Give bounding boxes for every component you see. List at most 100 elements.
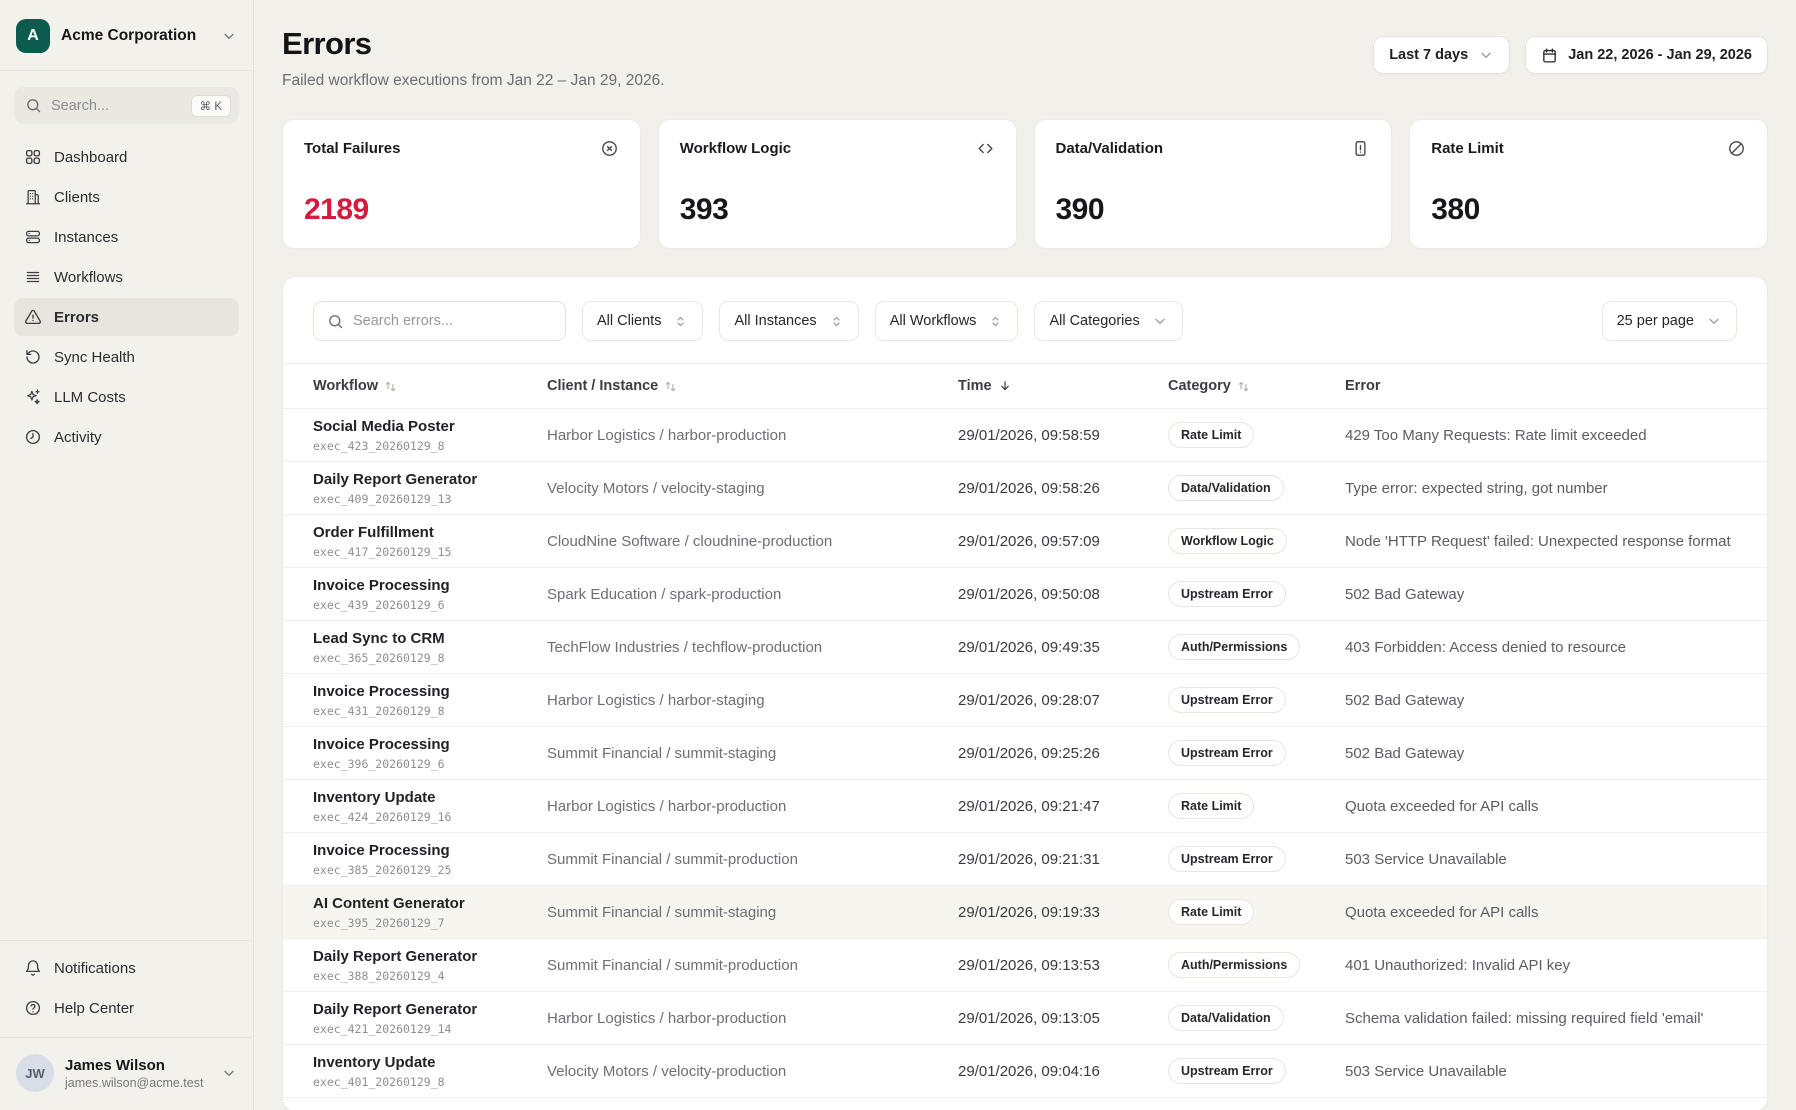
workflow-name: Invoice Processing bbox=[313, 841, 450, 859]
column-header-label: Error bbox=[1345, 378, 1381, 394]
workflow-name: Daily Report Generator bbox=[313, 1000, 478, 1018]
filter-select-all-categories[interactable]: All Categories bbox=[1034, 301, 1183, 341]
sidebar-item-notifications[interactable]: Notifications bbox=[14, 949, 239, 987]
filter-select-label: All Instances bbox=[734, 313, 817, 329]
cell-error: Quota exceeded for API calls bbox=[1345, 779, 1767, 833]
cell-category: Upstream Error bbox=[1168, 567, 1345, 621]
column-header-category[interactable]: Category bbox=[1168, 363, 1345, 409]
column-header-client-instance[interactable]: Client / Instance bbox=[547, 363, 958, 409]
page-title: Errors bbox=[282, 26, 372, 61]
errors-table-card: All Clients All Instances All Workflows All… bbox=[282, 276, 1768, 1110]
execution-id: exec_396_20260129_6 bbox=[313, 756, 445, 771]
category-badge: Upstream Error bbox=[1168, 581, 1286, 607]
execution-id: exec_401_20260129_8 bbox=[313, 1074, 445, 1089]
sidebar-item-workflows[interactable]: Workflows bbox=[14, 258, 239, 296]
filter-select-all-workflows[interactable]: All Workflows bbox=[874, 301, 1019, 341]
cell-workflow: Invoice Processing exec_385_20260129_25 bbox=[283, 832, 547, 886]
chevrons-up-down-icon bbox=[988, 314, 1003, 329]
cell-time: 29/01/2026, 09:25:26 bbox=[958, 726, 1168, 780]
page-header: Errors Failed workflow executions from J… bbox=[282, 26, 1768, 90]
sync-icon bbox=[24, 348, 42, 366]
sidebar-item-dashboard[interactable]: Dashboard bbox=[14, 138, 239, 176]
category-badge: Upstream Error bbox=[1168, 740, 1286, 766]
errors-search-input[interactable] bbox=[353, 313, 552, 329]
stat-cards: Total Failures 2189 Workflow Logic 393 Data/… bbox=[282, 119, 1768, 249]
cell-error: 503 Service Unavailable bbox=[1345, 832, 1767, 886]
table-row[interactable]: Daily Report Generator exec_409_20260129_… bbox=[283, 461, 1767, 515]
filter-select-all-instances[interactable]: All Instances bbox=[719, 301, 859, 341]
main-content: Errors Failed workflow executions from J… bbox=[254, 0, 1796, 1110]
column-header-label: Category bbox=[1168, 378, 1231, 394]
cell-category: Upstream Error bbox=[1168, 726, 1345, 780]
sidebar-item-label: Notifications bbox=[54, 959, 136, 977]
category-badge: Data/Validation bbox=[1168, 475, 1284, 501]
cell-error: 401 Unauthorized: Invalid API key bbox=[1345, 938, 1767, 992]
table-row[interactable]: Invoice Processing exec_439_20260129_6 Spa… bbox=[283, 567, 1767, 621]
divider bbox=[0, 70, 253, 71]
sidebar-search-input[interactable] bbox=[51, 97, 182, 114]
sidebar-item-llm-costs[interactable]: LLM Costs bbox=[14, 378, 239, 416]
user-menu[interactable]: JW James Wilson james.wilson@acme.test bbox=[14, 1038, 239, 1110]
sidebar-item-activity[interactable]: Activity bbox=[14, 418, 239, 456]
calendar-icon bbox=[1541, 47, 1558, 64]
cell-category: Data/Validation bbox=[1168, 991, 1345, 1045]
date-range-preset-button[interactable]: Last 7 days bbox=[1373, 36, 1511, 74]
sidebar-item-help-center[interactable]: Help Center bbox=[14, 989, 239, 1027]
sidebar-item-sync-health[interactable]: Sync Health bbox=[14, 338, 239, 376]
sidebar-item-errors[interactable]: Errors bbox=[14, 298, 239, 336]
workflow-name: Daily Report Generator bbox=[313, 470, 478, 488]
table-row[interactable]: Lead Sync to CRM exec_365_20260129_8 TechF… bbox=[283, 620, 1767, 674]
per-page-select[interactable]: 25 per page bbox=[1601, 301, 1737, 341]
table-row[interactable]: Inventory Update exec_401_20260129_8 Veloc… bbox=[283, 1044, 1767, 1098]
execution-id: exec_385_20260129_25 bbox=[313, 862, 452, 877]
stat-card-label: Rate Limit bbox=[1431, 140, 1504, 157]
filter-select-label: All Clients bbox=[597, 313, 662, 329]
errors-table: Workflow Client / Instance Time Category Err… bbox=[283, 363, 1767, 1098]
table-row[interactable]: Invoice Processing exec_396_20260129_6 Sum… bbox=[283, 726, 1767, 780]
cell-client-instance: CloudNine Software / cloudnine-productio… bbox=[547, 514, 958, 568]
org-switcher[interactable]: A Acme Corporation bbox=[16, 16, 237, 56]
cell-client-instance: Summit Financial / summit-staging bbox=[547, 726, 958, 780]
table-row[interactable]: Inventory Update exec_424_20260129_16 Harb… bbox=[283, 779, 1767, 833]
execution-id: exec_395_20260129_7 bbox=[313, 915, 445, 930]
user-email: james.wilson@acme.test bbox=[65, 1075, 204, 1090]
execution-id: exec_424_20260129_16 bbox=[313, 809, 452, 824]
cell-workflow: Inventory Update exec_424_20260129_16 bbox=[283, 779, 547, 833]
table-row[interactable]: AI Content Generator exec_395_20260129_7 S… bbox=[283, 885, 1767, 939]
cell-time: 29/01/2026, 09:57:09 bbox=[958, 514, 1168, 568]
filter-select-all-clients[interactable]: All Clients bbox=[582, 301, 704, 341]
date-range-picker-button[interactable]: Jan 22, 2026 - Jan 29, 2026 bbox=[1525, 36, 1768, 74]
table-row[interactable]: Invoice Processing exec_431_20260129_8 Har… bbox=[283, 673, 1767, 727]
avatar-initials: JW bbox=[25, 1065, 45, 1081]
sidebar-item-label: Instances bbox=[54, 228, 119, 246]
execution-id: exec_365_20260129_8 bbox=[313, 650, 445, 665]
cell-error: 429 Too Many Requests: Rate limit exceed… bbox=[1345, 408, 1767, 462]
cell-client-instance: Velocity Motors / velocity-production bbox=[547, 1044, 958, 1098]
stat-card-value: 380 bbox=[1431, 193, 1480, 226]
category-badge: Auth/Permissions bbox=[1168, 952, 1301, 978]
sidebar-item-instances[interactable]: Instances bbox=[14, 218, 239, 256]
cell-workflow: Social Media Poster exec_423_20260129_8 bbox=[283, 408, 547, 462]
table-row[interactable]: Daily Report Generator exec_388_20260129_… bbox=[283, 938, 1767, 992]
chevron-down-icon bbox=[221, 28, 237, 44]
table-row[interactable]: Daily Report Generator exec_421_20260129_… bbox=[283, 991, 1767, 1045]
column-header-workflow[interactable]: Workflow bbox=[283, 363, 547, 409]
org-logo: A bbox=[16, 19, 50, 53]
stat-card-header: Total Failures bbox=[304, 139, 619, 158]
workflow-name: Invoice Processing bbox=[313, 735, 450, 753]
column-header-time[interactable]: Time bbox=[958, 363, 1168, 409]
table-row[interactable]: Invoice Processing exec_385_20260129_25 Su… bbox=[283, 832, 1767, 886]
filter-select-label: All Workflows bbox=[889, 313, 977, 329]
sidebar-search[interactable]: ⌘ K bbox=[14, 87, 239, 124]
file-alert-icon bbox=[1351, 139, 1370, 158]
table-row[interactable]: Social Media Poster exec_423_20260129_8 Ha… bbox=[283, 408, 1767, 462]
sidebar: A Acme Corporation ⌘ K Dashboard Clients I… bbox=[0, 0, 254, 1110]
workflows-icon bbox=[24, 268, 42, 286]
cell-client-instance: Harbor Logistics / harbor-production bbox=[547, 408, 958, 462]
cell-time: 29/01/2026, 09:04:16 bbox=[958, 1044, 1168, 1098]
category-badge: Workflow Logic bbox=[1168, 528, 1287, 554]
table-row[interactable]: Order Fulfillment exec_417_20260129_15 Clo… bbox=[283, 514, 1767, 568]
errors-search[interactable] bbox=[313, 301, 566, 341]
workflow-name: AI Content Generator bbox=[313, 894, 465, 912]
sidebar-item-clients[interactable]: Clients bbox=[14, 178, 239, 216]
